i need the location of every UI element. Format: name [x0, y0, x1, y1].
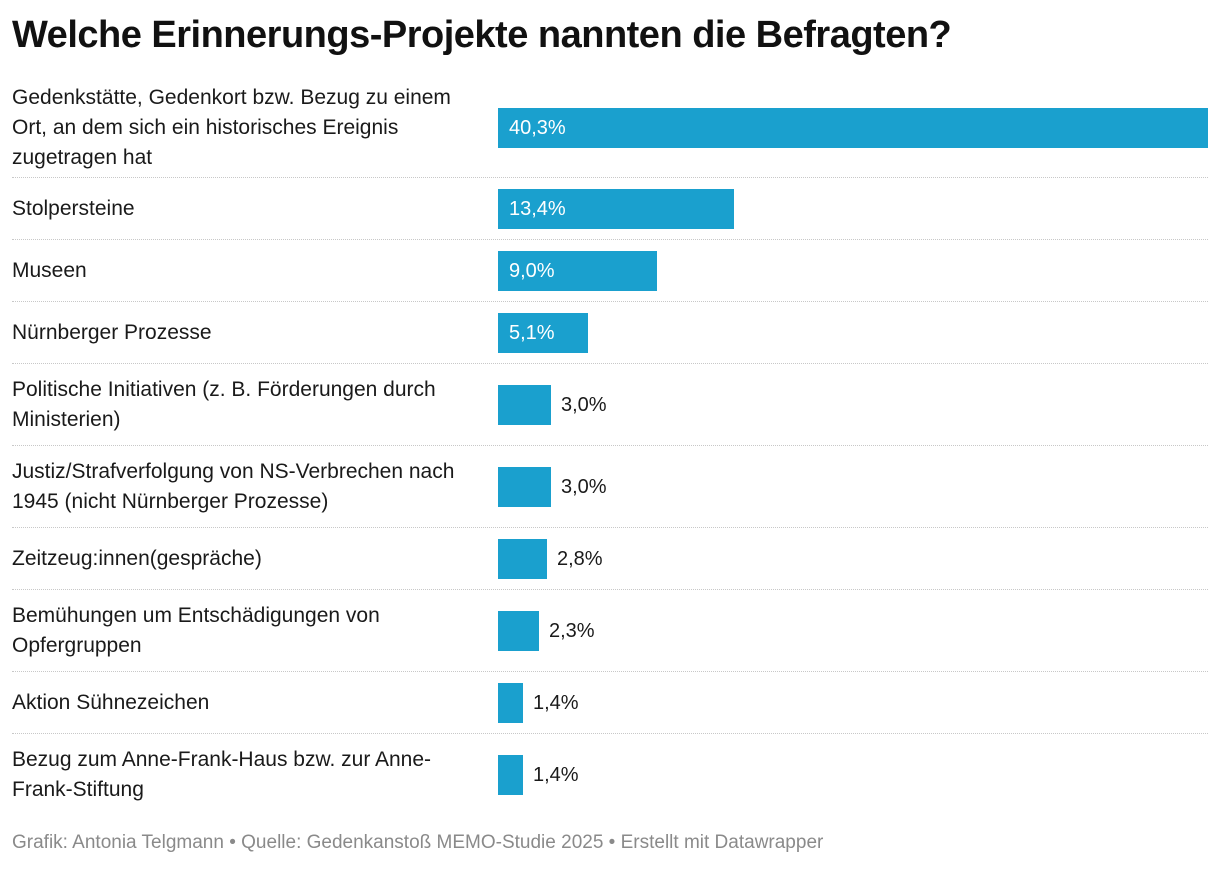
- bar-row: Justiz/Strafverfolgung von NS-Verbrechen…: [12, 446, 1208, 528]
- chart-footer: Grafik: Antonia Telgmann • Quelle: Geden…: [12, 832, 824, 853]
- category-label-text: Stolpersteine: [12, 196, 135, 220]
- category-label: Bezug zum Anne-Frank-Haus bzw. zur Anne-…: [12, 734, 490, 815]
- category-label-text: Zeitzeug:innen(gespräche): [12, 546, 262, 570]
- bar: [498, 385, 551, 425]
- category-label: Museen: [12, 240, 490, 301]
- bar-row: Bezug zum Anne-Frank-Haus bzw. zur Anne-…: [12, 734, 1208, 815]
- bar-value-label: 3,0%: [561, 394, 607, 416]
- bar-row: Gedenkstätte, Gedenkort bzw. Bezug zu ei…: [12, 78, 1208, 178]
- bar-row: Politische Initiativen (z. B. Förderunge…: [12, 364, 1208, 446]
- bar-chart: Gedenkstätte, Gedenkort bzw. Bezug zu ei…: [12, 78, 1208, 815]
- category-label: Bemühungen um Entschädigungen von Opferg…: [12, 590, 490, 671]
- category-label-text: Gedenkstätte, Gedenkort bzw. Bezug zu ei…: [12, 85, 451, 169]
- category-label: Zeitzeug:innen(gespräche): [12, 528, 490, 589]
- bar-value-label: 1,4%: [533, 764, 579, 786]
- bar: [498, 539, 547, 579]
- bar-value-label: 2,8%: [557, 548, 603, 570]
- category-label-text: Justiz/Strafverfolgung von NS-Verbrechen…: [12, 459, 455, 513]
- bar: [498, 189, 734, 229]
- bar-value-label: 2,3%: [549, 620, 595, 642]
- category-label-text: Aktion Sühnezeichen: [12, 690, 210, 714]
- bar-row: Zeitzeug:innen(gespräche) 2,8%: [12, 528, 1208, 590]
- category-label-text: Politische Initiativen (z. B. Förderunge…: [12, 377, 436, 431]
- category-label-text: Bemühungen um Entschädigungen von Opferg…: [12, 603, 380, 657]
- bar-value-label: 3,0%: [561, 476, 607, 498]
- bar-area: 1,4%: [498, 734, 1208, 815]
- category-label: Aktion Sühnezeichen: [12, 672, 490, 733]
- category-label: Stolpersteine: [12, 178, 490, 239]
- bar-value-label: 13,4%: [509, 198, 566, 220]
- bar-value-label: 5,1%: [509, 322, 555, 344]
- category-label: Nürnberger Prozesse: [12, 302, 490, 363]
- chart-title: Welche Erinnerungs-Projekte nannten die …: [12, 14, 952, 56]
- bar-area: 2,8%: [498, 528, 1208, 589]
- bar: [498, 108, 1208, 148]
- bar-value-label: 40,3%: [509, 117, 566, 139]
- bar-row: Bemühungen um Entschädigungen von Opferg…: [12, 590, 1208, 672]
- bar: [498, 251, 657, 291]
- category-label: Politische Initiativen (z. B. Förderunge…: [12, 364, 490, 445]
- bar-row: Nürnberger Prozesse 5,1%: [12, 302, 1208, 364]
- bar-value-label: 1,4%: [533, 692, 579, 714]
- bar-area: 3,0%: [498, 446, 1208, 527]
- category-label-text: Nürnberger Prozesse: [12, 320, 212, 344]
- category-label: Gedenkstätte, Gedenkort bzw. Bezug zu ei…: [12, 78, 490, 177]
- bar: [498, 683, 523, 723]
- category-label-text: Museen: [12, 258, 87, 282]
- category-label: Justiz/Strafverfolgung von NS-Verbrechen…: [12, 446, 490, 527]
- bar-area: 40,3%: [498, 78, 1208, 177]
- bar-row: Museen 9,0%: [12, 240, 1208, 302]
- bar-row: Aktion Sühnezeichen 1,4%: [12, 672, 1208, 734]
- category-label-text: Bezug zum Anne-Frank-Haus bzw. zur Anne-…: [12, 747, 432, 801]
- bar: [498, 755, 523, 795]
- bar: [498, 611, 539, 651]
- bar-value-label: 9,0%: [509, 260, 555, 282]
- bar: [498, 313, 588, 353]
- bar-area: 1,4%: [498, 672, 1208, 733]
- bar-area: 5,1%: [498, 302, 1208, 363]
- bar: [498, 467, 551, 507]
- bar-area: 3,0%: [498, 364, 1208, 445]
- bar-area: 13,4%: [498, 178, 1208, 239]
- bar-area: 9,0%: [498, 240, 1208, 301]
- bar-area: 2,3%: [498, 590, 1208, 671]
- bar-row: Stolpersteine 13,4%: [12, 178, 1208, 240]
